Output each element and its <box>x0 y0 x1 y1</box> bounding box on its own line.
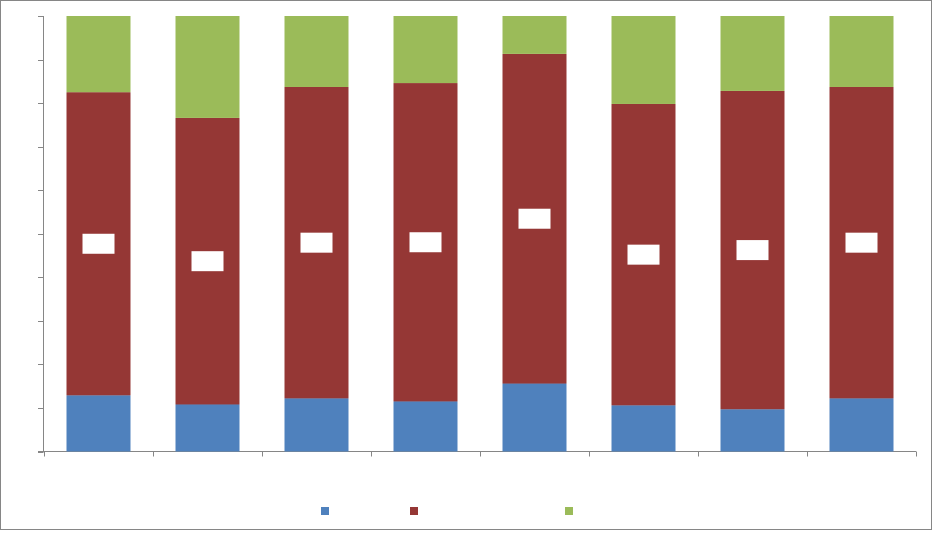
label-box <box>191 251 224 272</box>
bar-segment <box>611 16 676 104</box>
legend-swatch <box>565 507 573 515</box>
label-box <box>409 232 442 253</box>
bar-segment <box>829 16 894 87</box>
label-box <box>300 232 333 253</box>
bar-segment <box>66 16 131 93</box>
legend-swatch <box>410 507 418 515</box>
bar-segment <box>393 16 458 84</box>
bar-segment <box>175 16 240 118</box>
legend-swatch <box>321 507 329 515</box>
bar-segment <box>502 383 567 452</box>
label-box <box>736 240 769 261</box>
bar-segment <box>720 16 785 91</box>
bar-segment <box>284 16 349 87</box>
bar-segment <box>393 401 458 452</box>
label-box <box>845 232 878 253</box>
bar-segment <box>175 404 240 452</box>
label-box <box>518 208 551 229</box>
label-box <box>627 244 660 265</box>
label-box <box>82 233 115 254</box>
bar-segment <box>720 409 785 452</box>
bar-segment <box>502 16 567 54</box>
bar-segment <box>284 398 349 452</box>
bar-segment <box>829 398 894 452</box>
bar-segment <box>611 405 676 452</box>
bar-segment <box>66 395 131 452</box>
